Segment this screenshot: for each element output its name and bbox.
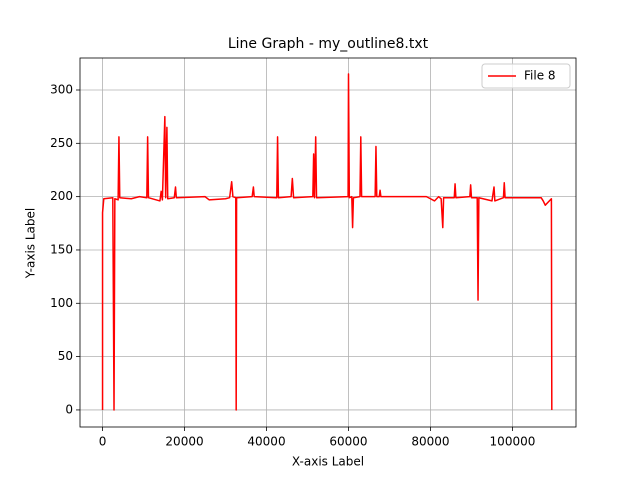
legend-label: File 8 <box>524 69 556 83</box>
y-tick-label: 250 <box>50 136 73 150</box>
y-tick-label: 0 <box>65 402 73 416</box>
legend: File 8 <box>481 63 571 89</box>
y-axis-label: Y-axis Label <box>24 208 38 279</box>
y-tick-label: 300 <box>50 82 73 96</box>
chart-title: Line Graph - my_outline8.txt <box>228 36 429 52</box>
y-tick-label: 50 <box>58 349 73 363</box>
x-tick-label: 20000 <box>165 435 203 449</box>
y-tick-label: 100 <box>50 296 73 310</box>
plot-frame <box>79 57 577 428</box>
x-tick-label: 100000 <box>490 435 536 449</box>
x-tick-label: 80000 <box>411 435 449 449</box>
x-axis-label: X-axis Label <box>292 455 364 469</box>
data-line <box>101 73 553 411</box>
y-tick-label: 200 <box>50 189 73 203</box>
x-tick-label: 0 <box>99 435 107 449</box>
x-tick-label: 40000 <box>247 435 285 449</box>
legend-box <box>481 63 571 89</box>
y-tick-label: 150 <box>50 242 73 256</box>
x-tick-label: 60000 <box>329 435 367 449</box>
